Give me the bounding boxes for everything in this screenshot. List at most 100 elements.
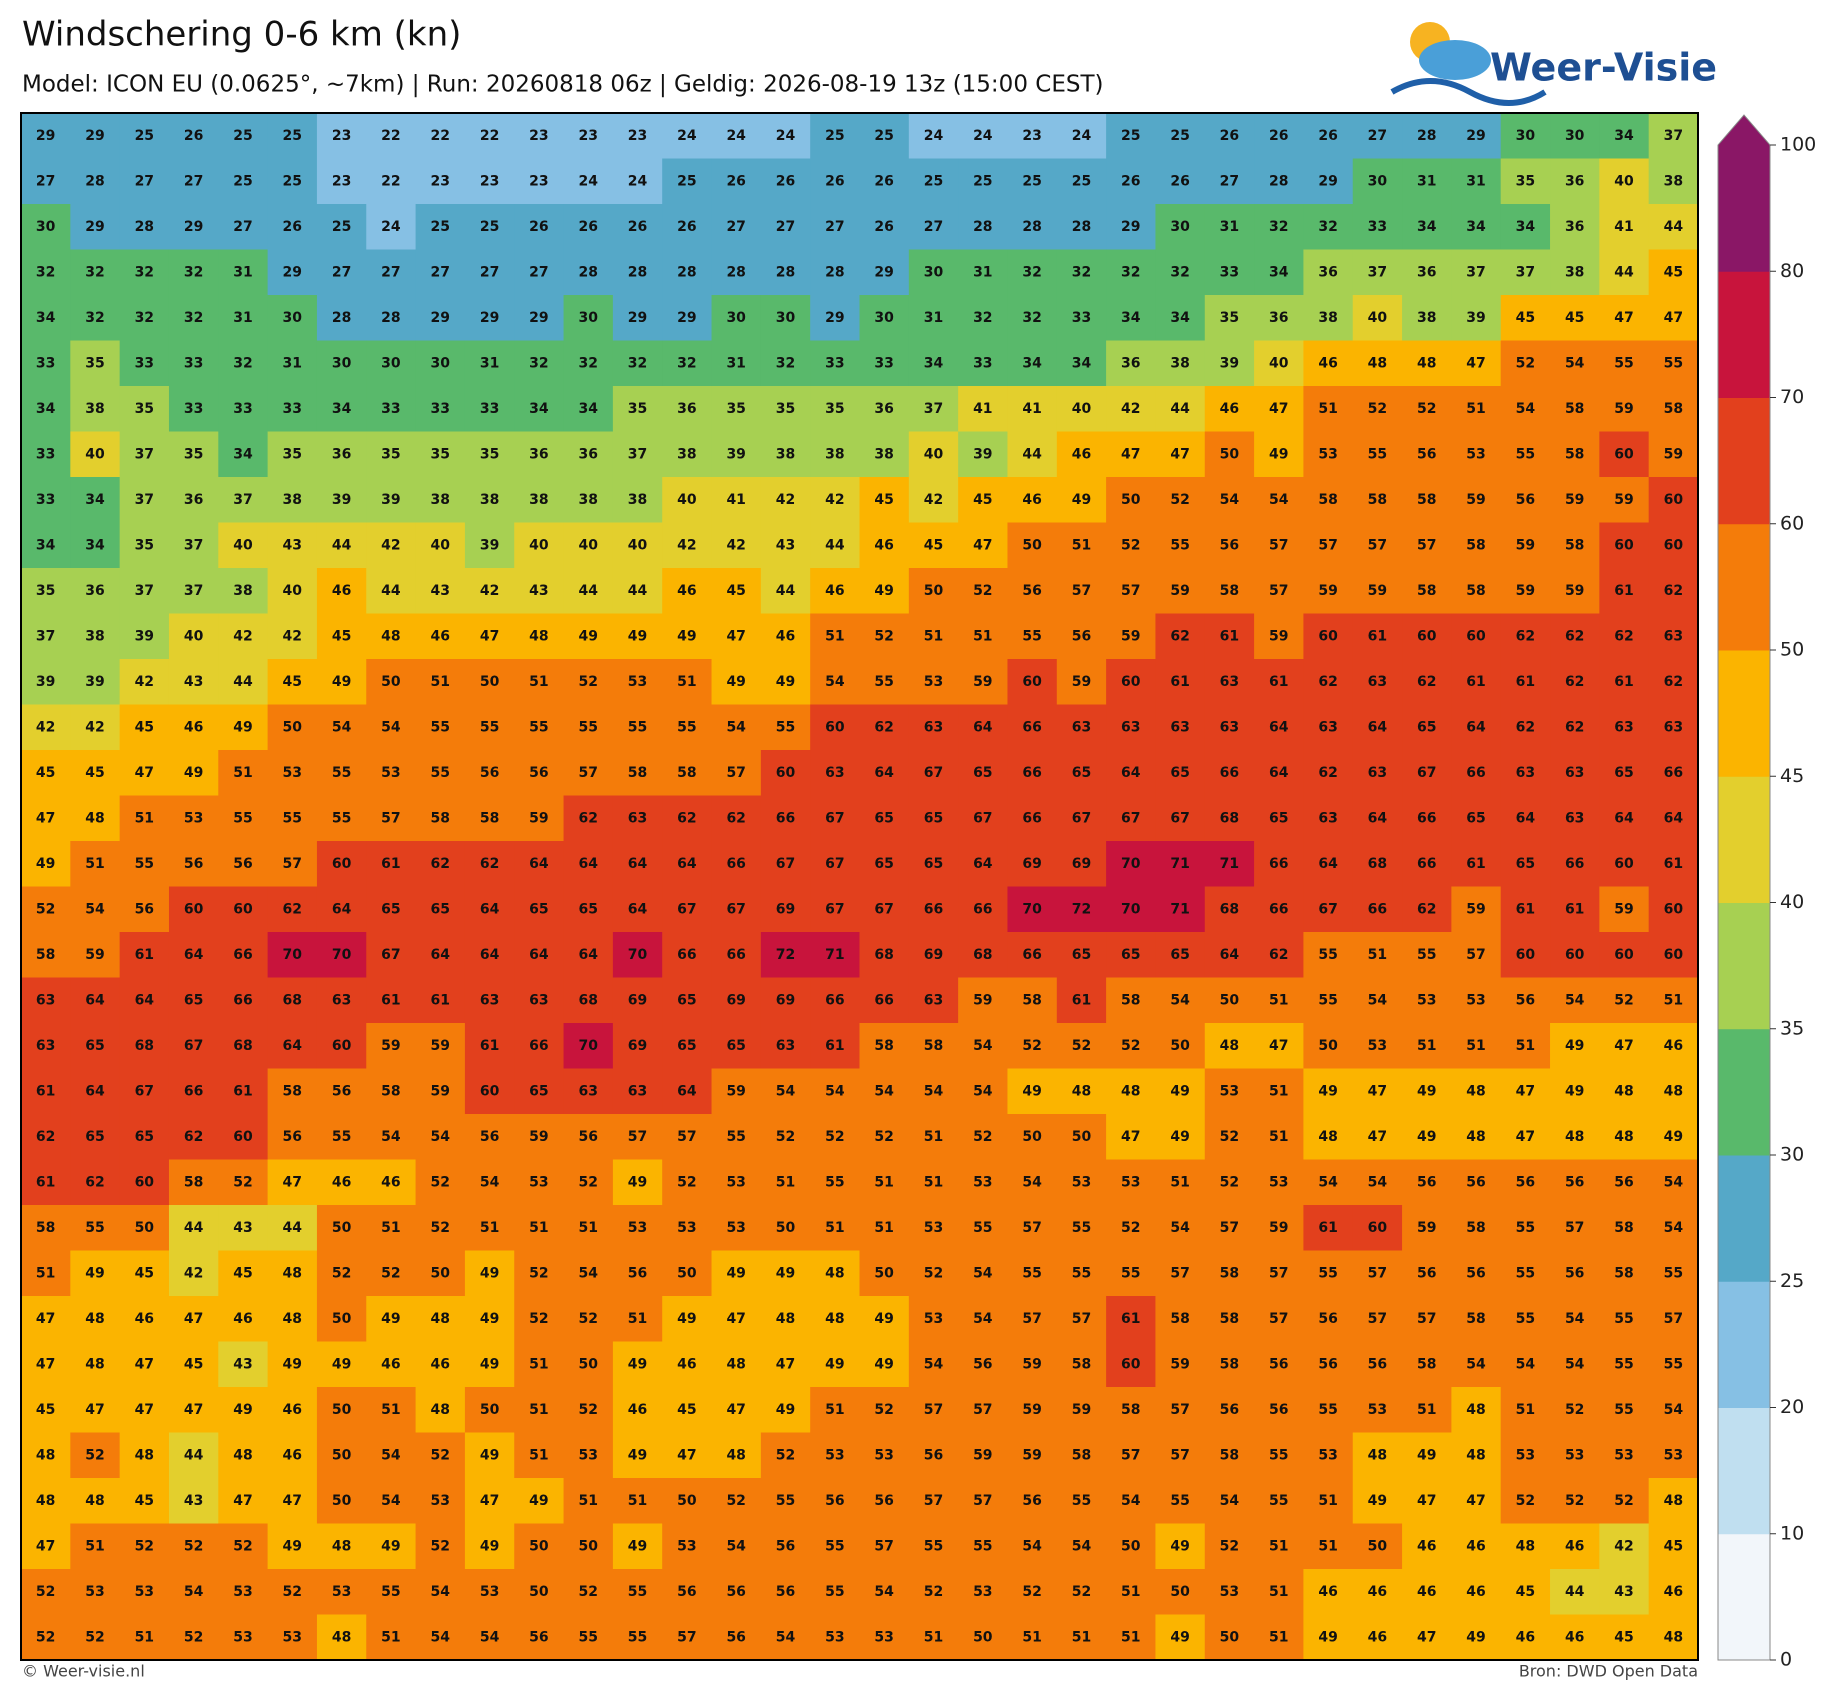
shear-cell [1402, 886, 1452, 933]
shear-cell [1402, 795, 1452, 842]
shear-cell [366, 113, 417, 160]
shear-cell [662, 613, 713, 660]
shear-cell [958, 249, 1009, 296]
shear-value: 60 [1022, 674, 1042, 690]
shear-cell [21, 704, 71, 751]
shear-value: 59 [1614, 492, 1633, 508]
shear-cell [1599, 704, 1650, 751]
shear-cell [316, 704, 367, 751]
shear-value: 49 [381, 1311, 400, 1327]
shear-cell [1007, 522, 1058, 569]
shear-cell [21, 204, 71, 251]
shear-value: 52 [1220, 1174, 1239, 1190]
shear-value: 25 [825, 128, 844, 144]
shear-cell [908, 932, 959, 979]
shear-cell [760, 522, 811, 569]
shear-value: 58 [1022, 992, 1041, 1008]
shear-cell [70, 295, 121, 342]
shear-cell [1352, 932, 1403, 979]
shear-value: 48 [283, 1265, 302, 1281]
shear-cell [1204, 158, 1255, 205]
shear-value: 42 [776, 492, 795, 508]
shear-cell [514, 1114, 565, 1161]
shear-cell [1106, 795, 1157, 842]
shear-cell [958, 295, 1009, 342]
shear-value: 59 [85, 947, 104, 963]
shear-value: 47 [1516, 1129, 1535, 1145]
shear-value: 46 [776, 628, 795, 644]
shear-cell [21, 340, 71, 387]
shear-cell [119, 386, 170, 433]
shear-value: 50 [1022, 537, 1042, 553]
shear-cell [1056, 932, 1107, 979]
shear-value: 56 [529, 1629, 548, 1645]
shear-value: 50 [924, 583, 944, 599]
shear-cell [1106, 158, 1157, 205]
shear-value: 70 [332, 947, 352, 963]
shear-cell [612, 795, 663, 842]
shear-cell [1550, 431, 1600, 478]
shear-value: 31 [480, 355, 499, 371]
shear-value: 23 [529, 128, 548, 144]
shear-value: 37 [1368, 264, 1387, 280]
shear-value: 48 [431, 1402, 450, 1418]
shear-cell [1500, 841, 1551, 888]
shear-cell [1254, 249, 1305, 296]
shear-cell [958, 477, 1009, 524]
shear-value: 57 [578, 765, 597, 781]
shear-cell [21, 886, 71, 933]
shear-cell [366, 158, 417, 205]
shear-value: 66 [1466, 765, 1485, 781]
shear-value: 60 [184, 901, 204, 917]
shear-cell [859, 795, 910, 842]
shear-value: 29 [874, 264, 893, 280]
shear-cell [1303, 249, 1354, 296]
shear-value: 52 [726, 1493, 745, 1509]
shear-value: 34 [529, 401, 549, 417]
shear-value: 62 [431, 856, 450, 872]
shear-value: 33 [480, 401, 499, 417]
shear-value: 35 [628, 401, 647, 417]
shear-value: 49 [726, 1265, 745, 1281]
shear-value: 59 [1368, 583, 1387, 599]
shear-cell [1500, 659, 1551, 706]
shear-cell [218, 158, 269, 205]
shear-cell [1303, 295, 1354, 342]
shear-value: 52 [1614, 992, 1633, 1008]
shear-value: 46 [381, 1356, 400, 1372]
shear-value: 26 [825, 173, 844, 189]
shear-value: 59 [431, 1038, 450, 1054]
shear-cell [119, 795, 170, 842]
shear-value: 65 [184, 992, 203, 1008]
shear-cell [1106, 477, 1157, 524]
shear-value: 53 [677, 1538, 696, 1554]
shear-value: 59 [973, 674, 992, 690]
shear-value: 67 [381, 947, 400, 963]
shear-value: 44 [184, 1447, 204, 1463]
shear-value: 47 [85, 1402, 104, 1418]
shear-cell [810, 932, 861, 979]
shear-value: 58 [1220, 1356, 1239, 1372]
shear-cell [612, 613, 663, 660]
shear-value: 61 [381, 856, 400, 872]
shear-value: 50 [1121, 492, 1141, 508]
shear-value: 51 [135, 1629, 154, 1645]
shear-value: 50 [332, 1311, 352, 1327]
shear-cell [810, 386, 861, 433]
shear-value: 58 [1417, 1356, 1436, 1372]
shear-cell [70, 613, 121, 660]
shear-value: 63 [1318, 810, 1337, 826]
shear-cell [1550, 659, 1600, 706]
shear-value: 54 [1565, 992, 1585, 1008]
shear-cell [366, 659, 417, 706]
shear-value: 57 [1121, 583, 1140, 599]
shear-cell [958, 750, 1009, 797]
shear-value: 54 [1170, 992, 1190, 1008]
shear-value: 55 [1664, 1265, 1683, 1281]
shear-cell [1155, 340, 1206, 387]
shear-value: 49 [874, 1311, 893, 1327]
shear-cell [1451, 977, 1502, 1024]
shear-value: 51 [431, 674, 450, 690]
shear-value: 27 [431, 264, 450, 280]
shear-value: 54 [825, 1083, 845, 1099]
